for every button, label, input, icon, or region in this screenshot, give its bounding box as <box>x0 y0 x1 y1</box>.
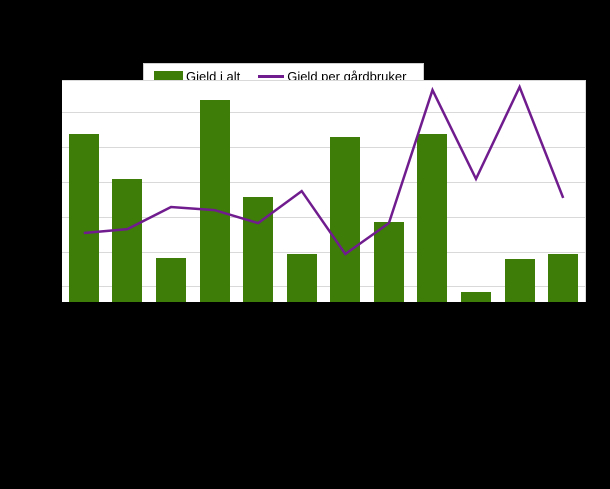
legend-item-gjeld-i-alt[interactable]: Gjeld i alt <box>186 68 241 84</box>
bar <box>417 134 448 302</box>
gridline <box>62 147 585 149</box>
legend-item-gjeld-per-gardbruker[interactable]: Gjeld per gårdbruker <box>287 68 407 84</box>
bar <box>286 254 317 302</box>
gridline <box>62 181 585 183</box>
line-series <box>83 83 565 256</box>
gridline <box>62 252 585 254</box>
legend-bar-swatch-icon <box>154 71 183 81</box>
bar <box>461 292 492 302</box>
bar <box>504 258 535 302</box>
legend-line-swatch-icon <box>258 74 285 78</box>
bar <box>155 258 186 302</box>
bar <box>68 134 99 302</box>
gridline <box>62 111 585 113</box>
gridline <box>62 216 585 218</box>
line-series-path <box>83 83 565 256</box>
bar <box>112 178 143 302</box>
gridline <box>62 286 585 288</box>
bar <box>373 222 404 302</box>
bar <box>330 136 361 302</box>
bar <box>548 254 579 302</box>
plot-area <box>62 80 586 302</box>
bar <box>199 100 230 302</box>
